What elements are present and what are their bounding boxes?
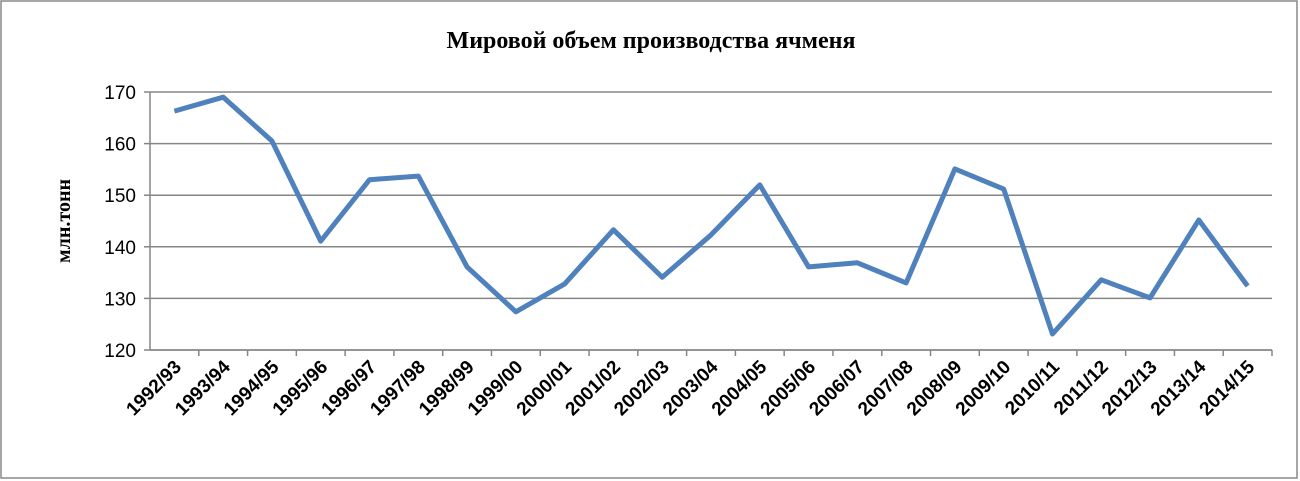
chart-title: Мировой объем производства ячменя (447, 28, 856, 54)
y-tick-label: 150 (104, 186, 136, 207)
y-tick-label: 160 (104, 135, 136, 156)
y-axis-label: млн.тонн (53, 179, 75, 263)
y-tick-label: 170 (104, 83, 136, 104)
y-tick-label: 140 (104, 238, 136, 259)
data-line (173, 94, 1250, 337)
y-tick-label: 120 (104, 341, 136, 362)
y-tick-label: 130 (104, 289, 136, 310)
